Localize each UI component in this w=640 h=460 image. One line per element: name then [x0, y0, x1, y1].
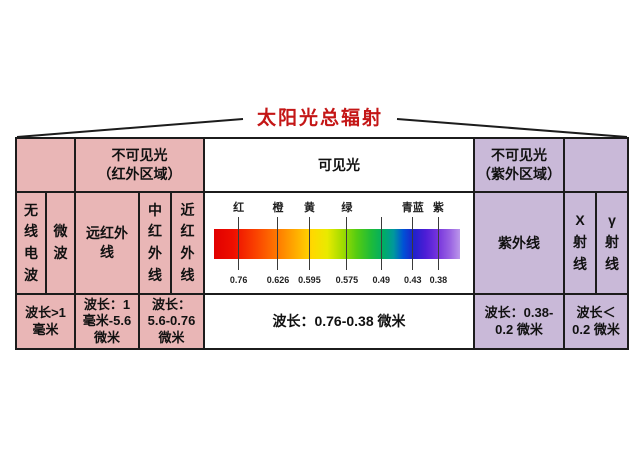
- roof-line-right: [396, 118, 628, 138]
- wavelength-value: 0.626: [266, 275, 290, 285]
- band-cell-far-infrared: 远红外 线: [76, 193, 138, 293]
- wavelength-cell-visible: 波长：0.76-0.38 微米: [205, 295, 473, 348]
- tick-line: [346, 217, 348, 270]
- wavelength-cell-far-infrared: 波长：1 毫米-5.6 微米: [76, 295, 138, 348]
- wavelength-value: 0.49: [372, 275, 391, 285]
- tick-line: [277, 217, 279, 270]
- color-label: 紫: [432, 202, 444, 214]
- tick-line: [238, 217, 240, 270]
- wavelength-value: 0.595: [298, 275, 321, 285]
- tick-line: [437, 217, 439, 270]
- spectrum: 红 0.76 橙 0.626 黄 0.595 绿 0.575 0.49 青蓝 0.43 紫 0.38: [205, 193, 473, 293]
- band-cell-microwave: 微 波: [47, 193, 74, 293]
- band-cell-gamma: γ 射 线: [597, 193, 627, 293]
- roof-line-left: [16, 118, 244, 138]
- spectrum-table: 不可见光 （红外区域） 可见光 不可见光 （紫外区域） 无 线 电 波 微 波 …: [15, 137, 629, 350]
- wavelength-value: 0.575: [335, 275, 359, 285]
- color-label: 红: [233, 202, 245, 214]
- band-cell-radio: 无 线 电 波: [17, 193, 45, 293]
- band-cell-xray: X 射 线: [565, 193, 595, 293]
- wavelength-value: 0.43: [404, 275, 422, 285]
- wavelength-cell-mid-near-infrared: 波长： 5.6-0.76 微米: [140, 295, 203, 348]
- color-label: 青蓝: [401, 202, 424, 214]
- band-cell-ultraviolet: 紫外线: [475, 193, 563, 293]
- color-label: 黄: [303, 202, 315, 214]
- wavelength-cell-xray-gamma: 波长＜ 0.2 微米: [565, 295, 627, 348]
- tick-line: [412, 217, 414, 270]
- tick-line: [380, 217, 382, 270]
- header-cell-empty-left: [17, 139, 74, 191]
- page-title: 太阳光总辐射: [256, 108, 383, 129]
- color-label: 橙: [272, 202, 284, 214]
- wavelength-cell-radio-microwave: 波长>1 毫米: [17, 295, 74, 348]
- wavelength-value: 0.38: [429, 275, 448, 285]
- band-cell-near-infrared: 近 红 外 线: [172, 193, 203, 293]
- tick-line: [308, 217, 310, 270]
- header-cell-infrared: 不可见光 （红外区域）: [76, 139, 203, 191]
- header-cell-empty-right: [565, 139, 627, 191]
- visible-spectrum-gradient-bar: [214, 229, 460, 259]
- band-cell-mid-infrared: 中 红 外 线: [140, 193, 170, 293]
- roof-lines: [16, 118, 628, 138]
- header-cell-ultraviolet: 不可见光 （紫外区域）: [475, 139, 563, 191]
- header-cell-visible: 可见光: [205, 139, 473, 191]
- wavelength-cell-ultraviolet: 波长：0.38- 0.2 微米: [475, 295, 563, 348]
- wavelength-value: 0.76: [229, 275, 248, 285]
- color-label: 绿: [341, 202, 353, 214]
